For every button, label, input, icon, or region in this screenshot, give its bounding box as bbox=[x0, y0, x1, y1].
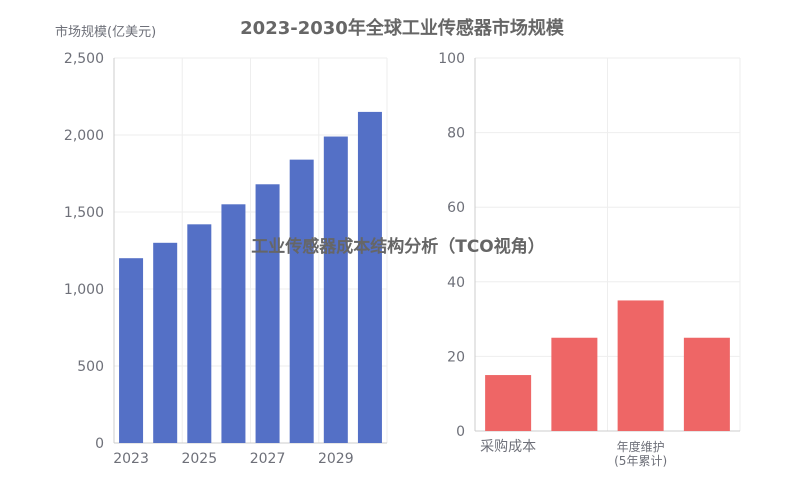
x-tick-label: 2027 bbox=[250, 451, 286, 467]
bar bbox=[289, 159, 314, 443]
y-tick-label: 1,000 bbox=[64, 282, 104, 298]
bar bbox=[323, 136, 348, 444]
x-tick-label: 年度维护(5年累计) bbox=[614, 439, 667, 468]
main-title: 2023-2030年全球工业传感器市场规模 bbox=[240, 17, 565, 39]
y-tick-label: 2,000 bbox=[64, 128, 104, 144]
x-tick-label: 2023 bbox=[113, 451, 149, 467]
bar bbox=[683, 337, 730, 431]
y-tick-label: 0 bbox=[456, 424, 465, 440]
bar bbox=[119, 258, 144, 443]
x-tick-label: 2025 bbox=[181, 451, 217, 467]
y-tick-label: 500 bbox=[77, 359, 104, 375]
y-tick-label: 40 bbox=[447, 275, 465, 291]
bar bbox=[617, 300, 664, 431]
left-y-axis-name: 市场规模(亿美元) bbox=[55, 24, 156, 40]
y-tick-label: 80 bbox=[447, 126, 465, 142]
x-tick-label: 2029 bbox=[318, 451, 354, 467]
y-tick-label: 100 bbox=[438, 51, 465, 67]
bar bbox=[357, 111, 382, 444]
y-tick-label: 60 bbox=[447, 200, 465, 216]
tco-title: 工业传感器成本结构分析（TCO视角） bbox=[251, 236, 545, 257]
y-tick-label: 1,500 bbox=[64, 205, 104, 221]
y-tick-label: 2,500 bbox=[64, 51, 104, 67]
y-tick-label: 0 bbox=[95, 436, 104, 452]
tco-chart: 0 20 40 60 80 100 采购成本 年度维护(5年累计) bbox=[438, 51, 741, 468]
bar bbox=[551, 337, 598, 431]
market-size-chart: 0 500 1,000 1,500 2,000 2,500 2023 2025 2027 2029 bbox=[64, 51, 388, 467]
bar bbox=[485, 375, 532, 431]
bar bbox=[255, 184, 280, 443]
bar bbox=[153, 242, 178, 443]
y-tick-label: 20 bbox=[447, 349, 465, 365]
bar bbox=[221, 204, 246, 443]
x-tick-label: 采购成本 bbox=[480, 439, 536, 455]
bar bbox=[187, 224, 212, 443]
